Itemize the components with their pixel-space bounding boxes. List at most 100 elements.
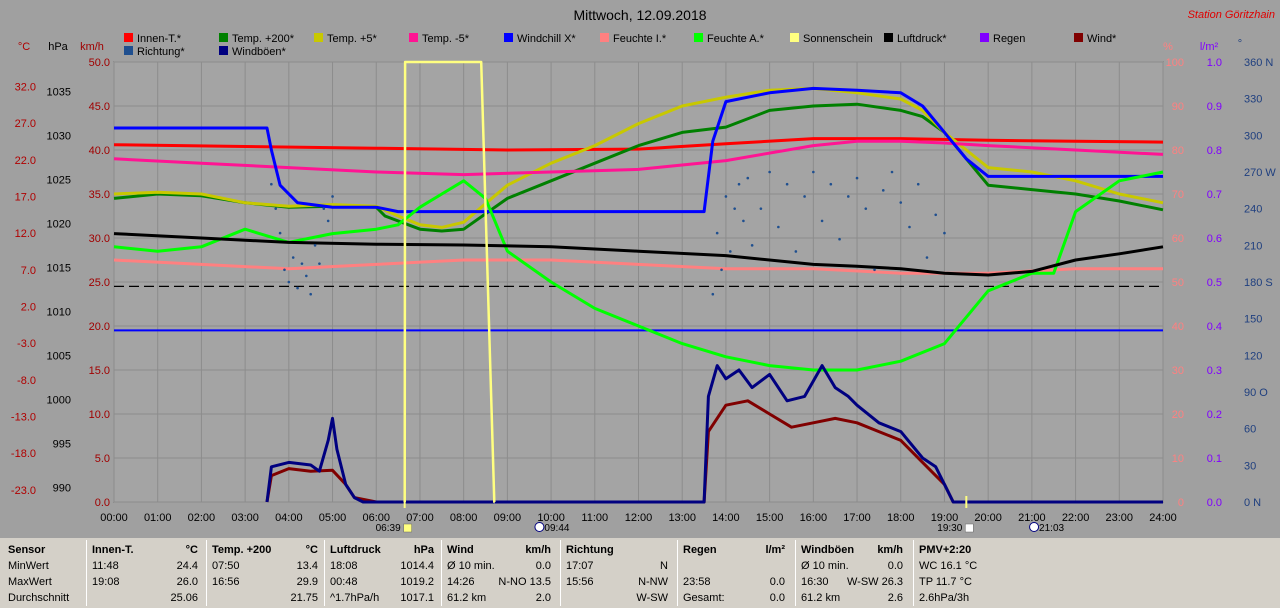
- stats-row: 11:48 24.4: [92, 558, 202, 574]
- stats-cell: 61.2 km: [801, 592, 841, 604]
- stats-separator: [795, 540, 796, 606]
- stats-cell: 0.0: [769, 576, 785, 588]
- rain-tick-label: 0.8: [1207, 145, 1222, 157]
- kmh-tick-label: 20.0: [89, 321, 110, 333]
- stats-row: 15:56 N-NW: [566, 574, 672, 590]
- celsius-tick-label: 17.0: [15, 192, 36, 204]
- sunset-icon: [965, 523, 974, 533]
- percent-tick-label: 60: [1172, 233, 1184, 245]
- hpa-tick-label: 1035: [47, 86, 71, 98]
- legend-swatch: [219, 33, 228, 42]
- stats-cell: 15:56: [566, 576, 594, 588]
- stats-cell: 2.0: [535, 592, 551, 604]
- stats-cell: Gesamt:: [683, 592, 725, 604]
- kmh-tick-label: 5.0: [95, 453, 110, 465]
- direction-point: [711, 292, 715, 296]
- rain-unit-label: l/m²: [1200, 41, 1219, 53]
- celsius-tick-label: 2.0: [21, 302, 36, 314]
- direction-point: [890, 170, 894, 174]
- celsius-unit-label: °C: [18, 41, 30, 53]
- legend-swatch: [790, 33, 799, 42]
- direction-point: [943, 231, 946, 235]
- stats-row: MaxWert: [8, 574, 88, 590]
- stats-row: 16:30 W-SW 26.3: [801, 574, 907, 590]
- moonrise-time-label: 09:44: [544, 523, 569, 534]
- hpa-tick-label: 1010: [47, 306, 71, 318]
- stats-column: Richtung 17:07 N 15:56 N-NW W-SW: [566, 538, 672, 608]
- hpa-tick-label: 1005: [47, 350, 71, 362]
- legend-label: Temp. +5*: [327, 33, 378, 45]
- percent-unit-label: %: [1163, 41, 1173, 53]
- stats-separator: [324, 540, 325, 606]
- stats-cell: 16:56: [212, 576, 240, 588]
- stats-separator: [913, 540, 914, 606]
- legend-label: Sonnenschein: [803, 33, 873, 45]
- direction-point: [274, 207, 278, 210]
- time-tick-label: 07:00: [406, 512, 434, 524]
- kmh-tick-label: 40.0: [89, 145, 110, 157]
- stats-column: Luftdruck hPa 18:08 1014.4 00:48 1019.2 ^1.7hP…: [330, 538, 438, 608]
- hpa-tick-label: 1020: [47, 218, 71, 230]
- direction-tick-label: 240: [1244, 204, 1262, 216]
- direction-point: [768, 170, 771, 174]
- stats-cell: 07:50: [212, 560, 240, 572]
- legend-label: Temp. +200*: [232, 33, 295, 45]
- stats-cell: N-NW: [638, 576, 668, 588]
- series-luftdruck: [113, 232, 1164, 277]
- time-tick-label: 06:00: [362, 512, 390, 524]
- direction-unit-label: °: [1238, 38, 1242, 50]
- stats-cell: 1014.4: [400, 560, 434, 572]
- stats-row: TP 11.7 °C: [919, 574, 989, 590]
- direction-tick-label: 120: [1244, 350, 1262, 362]
- stats-row: 61.2 km 2.0: [447, 590, 555, 606]
- direction-tick-label: 90 O: [1244, 387, 1268, 399]
- direction-point: [305, 274, 308, 278]
- stats-cell: MinWert: [8, 560, 49, 572]
- hpa-tick-label: 1030: [47, 130, 71, 142]
- direction-point: [750, 244, 754, 247]
- stats-cell: 61.2 km: [447, 592, 487, 604]
- legend-swatch: [124, 46, 133, 55]
- stats-header-cell: Temp. +200: [212, 544, 272, 556]
- celsius-tick-label: 27.0: [15, 118, 36, 130]
- stats-header-cell: Windböen: [801, 544, 855, 556]
- rain-tick-label: 0.6: [1207, 233, 1222, 245]
- stats-cell: 00:48: [330, 576, 358, 588]
- kmh-tick-label: 10.0: [89, 409, 110, 421]
- series-innen-t: [113, 137, 1164, 152]
- stats-cell: MaxWert: [8, 576, 52, 588]
- stats-header-row: Innen-T. °C: [92, 542, 202, 558]
- stats-row: 17:07 N: [566, 558, 672, 574]
- direction-point: [908, 225, 911, 229]
- time-tick-label: 19:00: [931, 512, 959, 524]
- stats-cell: WC 16.1 °C: [919, 560, 978, 572]
- direction-point: [925, 256, 929, 259]
- direction-point: [318, 262, 321, 265]
- direction-point: [777, 225, 780, 229]
- stats-column: Temp. +200 °C 07:50 13.4 16:56 29.9 21.75: [212, 538, 322, 608]
- stats-cell: 24.4: [176, 560, 198, 572]
- stats-header-cell: Innen-T.: [92, 544, 134, 556]
- stats-cell: 23:58: [683, 576, 711, 588]
- direction-tick-label: 330: [1244, 94, 1262, 106]
- stats-separator: [86, 540, 87, 606]
- stats-header-cell: Regen: [683, 544, 717, 556]
- stats-header-cell: Luftdruck: [330, 544, 381, 556]
- stats-cell: 21.75: [290, 592, 318, 604]
- legend-swatch: [409, 33, 418, 42]
- percent-tick-label: 70: [1172, 189, 1184, 201]
- legend-label: Feuchte A.*: [707, 33, 765, 45]
- stats-header-row: Luftdruck hPa: [330, 542, 438, 558]
- stats-header-cell: °C: [305, 544, 318, 556]
- direction-point: [812, 170, 815, 174]
- direction-tick-label: 60: [1244, 424, 1256, 436]
- kmh-tick-label: 30.0: [89, 233, 110, 245]
- series-windb-en: [265, 364, 1163, 504]
- time-tick-label: 02:00: [188, 512, 216, 524]
- stats-header-cell: Richtung: [566, 544, 614, 556]
- stats-cell: 19:08: [92, 576, 120, 588]
- celsius-tick-label: 32.0: [15, 82, 36, 94]
- stats-header-row: Temp. +200 °C: [212, 542, 322, 558]
- direction-point: [270, 182, 273, 186]
- moonrise-icon: [534, 522, 545, 532]
